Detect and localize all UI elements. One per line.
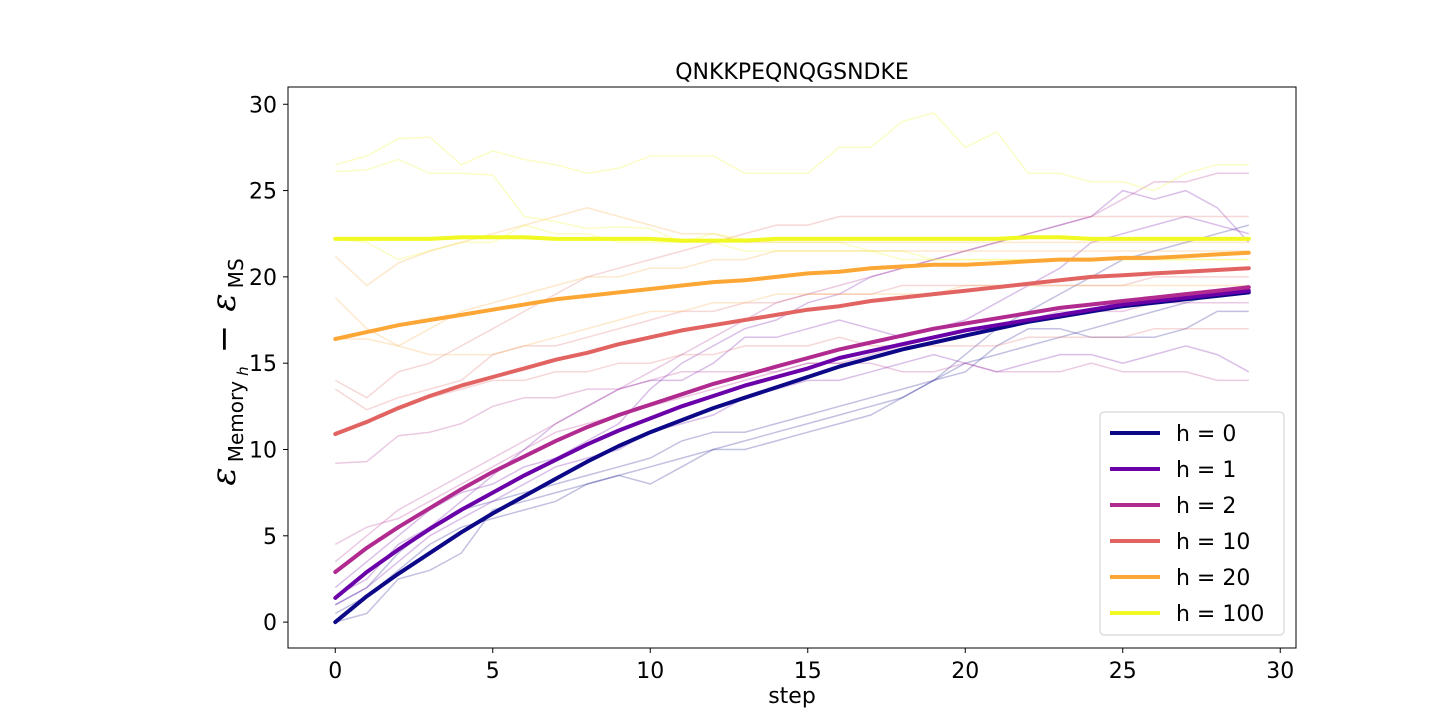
y-tick-label: 15: [249, 352, 277, 377]
series-line-1: [333, 288, 1251, 600]
legend-label-5: h = 100: [1176, 602, 1264, 627]
x-tick-label: 30: [1266, 659, 1294, 684]
background-line-15: [335, 112, 1249, 192]
y-label-symbol-2: ε: [204, 293, 244, 311]
background-line-1: [334, 310, 1249, 606]
plot-frame: [287, 86, 1297, 649]
x-tick-label: 10: [636, 659, 664, 684]
x-tick-label: 5: [486, 659, 500, 684]
chart-title: QNKKPEQNQGSNDKE: [675, 60, 909, 85]
legend-label-2: h = 2: [1176, 494, 1236, 519]
y-label-sub-1-h: h: [234, 366, 252, 376]
series-lines: [333, 235, 1251, 625]
legend-label-3: h = 10: [1176, 530, 1250, 555]
x-tick-label: 20: [951, 659, 979, 684]
series-line-3: [333, 266, 1251, 436]
background-line-14: [335, 284, 1249, 356]
y-axis: 0 5 10 15 20 25 30: [249, 93, 288, 636]
background-line-10: [335, 327, 1249, 433]
x-tick-label: 25: [1109, 659, 1137, 684]
y-axis-label: ε Memory h − ε MS: [204, 258, 252, 485]
y-tick-label: 0: [263, 611, 277, 636]
legend: h = 0 h = 1 h = 2 h = 10 h = 20 h = 100: [1099, 411, 1285, 636]
y-label-minus: −: [204, 325, 244, 354]
y-label-sub-2: MS: [224, 258, 248, 288]
series-line-5: [333, 235, 1251, 243]
background-line-13: [334, 207, 1249, 287]
series-line-2: [333, 285, 1251, 574]
series-line-4: [333, 250, 1251, 341]
background-line-3: [334, 215, 1249, 597]
legend-label-0: h = 0: [1176, 422, 1236, 447]
svg-text:ε Memory h −: ε Memory h − ε MS: [204, 258, 252, 485]
x-tick-label: 0: [328, 659, 342, 684]
background-line-8: [335, 362, 1249, 465]
y-tick-label: 10: [249, 438, 277, 463]
background-line-6: [334, 172, 1249, 563]
y-tick-label: 20: [249, 266, 277, 291]
x-axis: 0 5 10 15 20 25 30: [328, 648, 1294, 684]
background-line-5: [334, 345, 1250, 606]
background-line-2: [334, 224, 1249, 615]
background-line-11: [334, 215, 1249, 399]
y-tick-label: 25: [249, 180, 277, 205]
x-tick-label: 15: [794, 659, 822, 684]
legend-label-4: h = 20: [1176, 566, 1250, 591]
y-label-symbol-1: ε: [204, 467, 244, 485]
background-line-16: [335, 158, 1249, 261]
background-line-9: [334, 276, 1249, 411]
background-line-12: [334, 250, 1249, 347]
y-label-sub-1: Memory: [224, 381, 248, 463]
y-tick-label: 30: [249, 93, 277, 118]
x-axis-label: step: [768, 684, 816, 709]
y-tick-label: 5: [263, 525, 277, 550]
background-lines: [334, 112, 1250, 623]
legend-label-1: h = 1: [1176, 458, 1236, 483]
